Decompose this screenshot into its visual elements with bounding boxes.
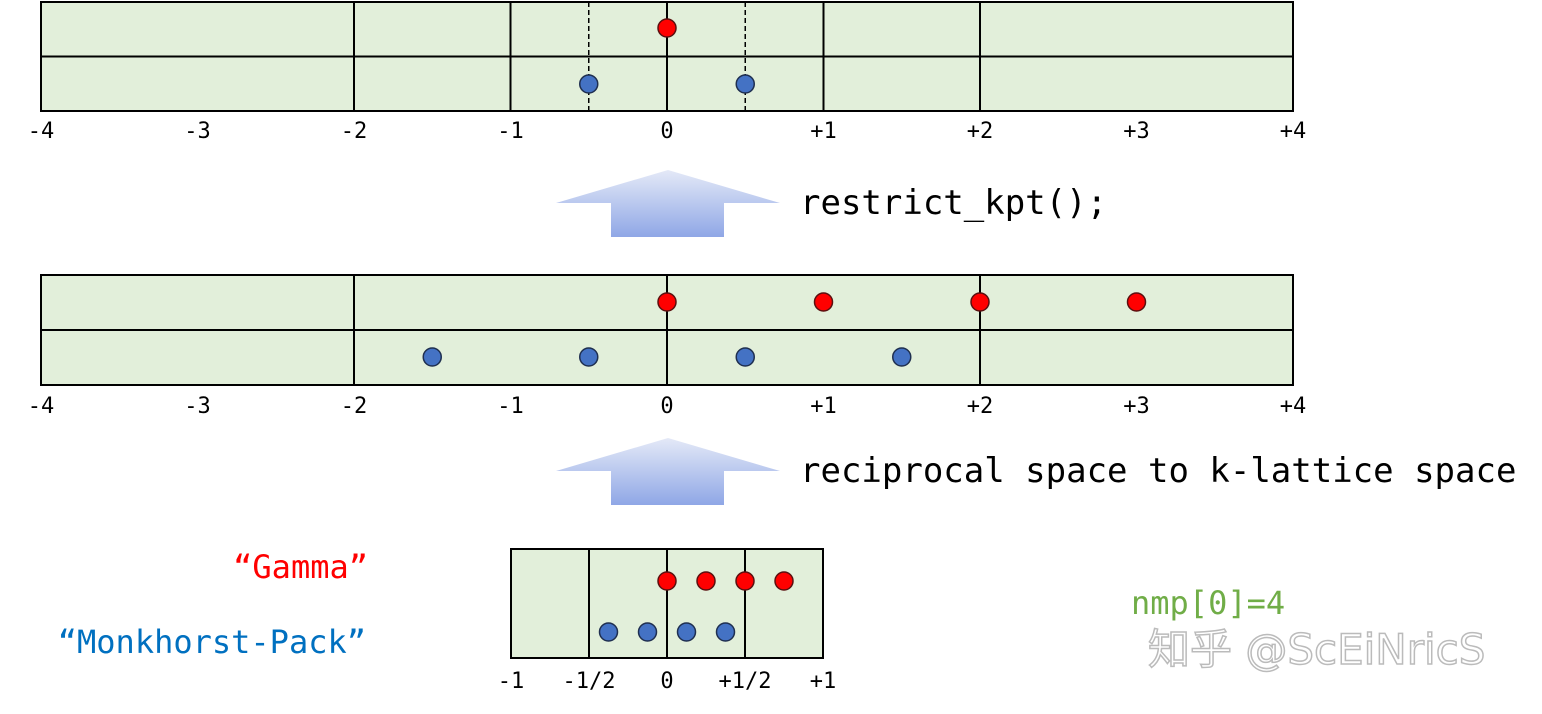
tick-label: +3 xyxy=(1123,119,1150,144)
panel-restricted: -4 -3 -2 -1 0 +1 +2 +3 +4 xyxy=(28,1,1307,144)
tick-label: 0 xyxy=(660,119,673,144)
tick-label: +2 xyxy=(967,394,994,419)
gamma-point xyxy=(735,571,755,591)
tick-label: -1 xyxy=(498,669,525,694)
watermark: 知乎 @ScEiNricS xyxy=(1148,625,1485,674)
tick-label: +4 xyxy=(1280,394,1307,419)
tick-label: +3 xyxy=(1123,394,1150,419)
tick-label: +1 xyxy=(810,119,837,144)
tick-label: +4 xyxy=(1280,119,1307,144)
tick-label: 0 xyxy=(660,669,673,694)
nmp-label: nmp[0]=4 xyxy=(1131,584,1285,622)
gamma-point xyxy=(657,292,677,312)
tick-label: -1 xyxy=(497,119,524,144)
mp-point xyxy=(676,622,697,642)
gamma-point xyxy=(813,292,834,312)
tick-label: -3 xyxy=(184,394,211,419)
tick-label: -3 xyxy=(184,119,211,144)
mp-point xyxy=(579,347,599,367)
mp-point xyxy=(598,622,619,642)
tick-label: -2 xyxy=(341,119,368,144)
mp-point xyxy=(892,347,912,367)
gamma-point xyxy=(774,571,794,591)
tick-label: -4 xyxy=(28,119,55,144)
mp-point xyxy=(735,347,755,367)
tick-label: -1/2 xyxy=(563,669,616,694)
gamma-point xyxy=(696,571,716,591)
up-arrow-icon xyxy=(556,438,780,505)
mp-point xyxy=(422,347,442,367)
mp-point xyxy=(637,622,658,642)
mp-point xyxy=(715,622,736,642)
tick-label: +1 xyxy=(810,394,837,419)
tick-label: +2 xyxy=(967,119,994,144)
legend-monkhorst-pack: “Monkhorst-Pack” xyxy=(58,623,366,661)
mp-point xyxy=(735,74,755,94)
tick-label: -1 xyxy=(497,394,524,419)
legend-gamma: “Gamma” xyxy=(233,548,368,586)
tick-label: +1 xyxy=(810,669,837,694)
panel-k-lattice: -4 -3 -2 -1 0 +1 +2 +3 +4 xyxy=(28,274,1307,419)
tick-label: -4 xyxy=(28,394,55,419)
gamma-point xyxy=(970,292,990,312)
arrow-label-restrict: restrict_kpt(); xyxy=(800,183,1107,223)
tick-label: +1/2 xyxy=(719,669,772,694)
tick-label: 0 xyxy=(660,394,673,419)
up-arrow-icon xyxy=(556,170,780,237)
gamma-point xyxy=(657,18,677,38)
mp-point xyxy=(579,74,599,94)
gamma-point xyxy=(1126,292,1147,312)
panel-reciprocal: -1 -1/2 0 +1/2 +1 xyxy=(498,548,837,694)
arrow-label-transform: reciprocal space to k-lattice space xyxy=(800,451,1516,491)
gamma-point xyxy=(657,571,677,591)
tick-label: -2 xyxy=(341,394,368,419)
